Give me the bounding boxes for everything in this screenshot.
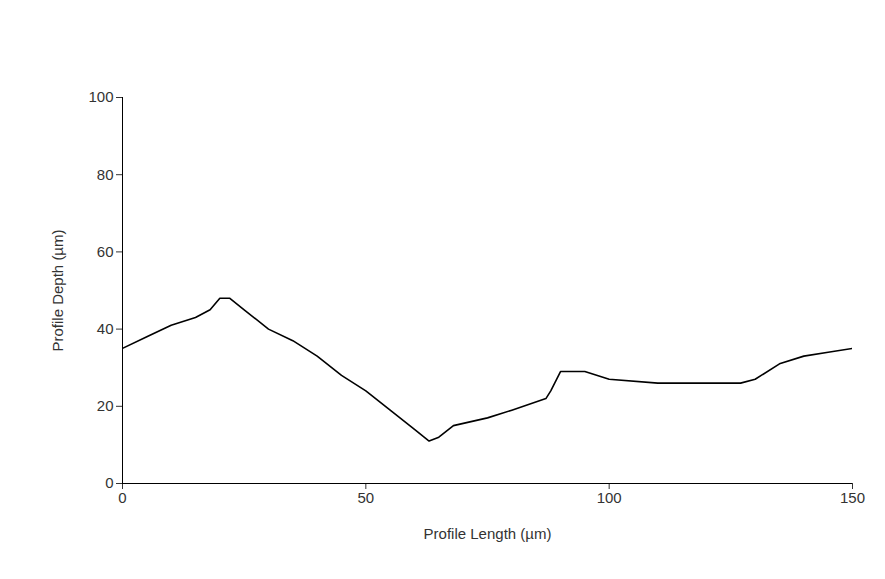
svg-text:80: 80 bbox=[97, 166, 114, 183]
svg-text:20: 20 bbox=[97, 397, 114, 414]
svg-text:100: 100 bbox=[597, 489, 622, 506]
svg-text:40: 40 bbox=[97, 320, 114, 337]
svg-text:0: 0 bbox=[118, 489, 126, 506]
svg-text:150: 150 bbox=[840, 489, 865, 506]
svg-text:Profile Depth (µm): Profile Depth (µm) bbox=[49, 229, 66, 351]
svg-text:50: 50 bbox=[357, 489, 374, 506]
svg-text:Profile Length (µm): Profile Length (µm) bbox=[424, 525, 552, 542]
svg-text:100: 100 bbox=[88, 88, 113, 105]
svg-text:60: 60 bbox=[97, 243, 114, 260]
svg-text:0: 0 bbox=[105, 474, 113, 491]
